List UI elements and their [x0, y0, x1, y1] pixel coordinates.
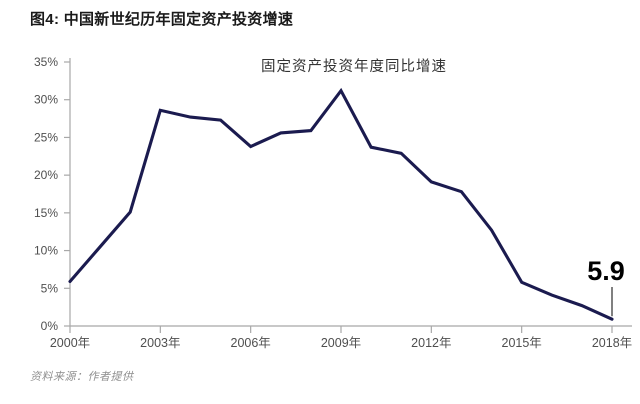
y-axis-label: 10%	[34, 244, 58, 258]
series-line	[68, 87, 614, 321]
annotation-value: 5.9	[587, 256, 625, 286]
x-axis-label: 2003年	[140, 336, 180, 350]
source-note: 资料来源：作者提供	[30, 371, 134, 383]
y-axis-label: 25%	[34, 130, 58, 144]
y-axis-label: 35%	[34, 55, 58, 69]
y-axis-label: 15%	[34, 206, 58, 220]
series-label: 固定资产投资年度同比增速	[261, 58, 447, 75]
x-axis-label: 2018年	[592, 336, 632, 350]
y-axis-label: 5%	[41, 281, 59, 295]
x-axis-label: 2012年	[411, 336, 451, 350]
x-axis-label: 2015年	[502, 336, 542, 350]
y-axis-label: 20%	[34, 168, 58, 182]
x-axis-label: 2006年	[231, 336, 271, 350]
x-axis-label: 2000年	[50, 336, 90, 350]
figure-title: 图4: 中国新世纪历年固定资产投资增速	[30, 11, 294, 28]
x-axis-label: 2009年	[321, 336, 361, 350]
y-axis-label: 0%	[41, 319, 59, 333]
y-axis-label: 30%	[34, 93, 58, 107]
